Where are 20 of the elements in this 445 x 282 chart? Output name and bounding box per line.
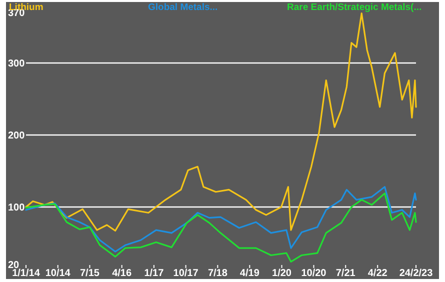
line-series: [25, 192, 417, 263]
x-tick-label: 10/14: [45, 268, 71, 279]
line-series: [25, 12, 417, 232]
y-tick-label: 300: [8, 58, 26, 70]
text: Global Metals...: [148, 2, 218, 13]
x-tick-label: 7/15: [80, 268, 100, 279]
x-tick-label: 4/22: [368, 268, 388, 279]
y-tick-label: 100: [8, 202, 26, 214]
x-tick-label: 4/19: [240, 268, 260, 279]
x-tick-label: 7/21: [336, 268, 356, 279]
x-tick-label: 24/2/23: [399, 268, 434, 279]
y-tick-label: 200: [8, 130, 26, 142]
x-tick-label: 4/16: [112, 268, 132, 279]
x-tick-label: 10/20: [301, 268, 327, 279]
x-tick-label: 7/18: [208, 268, 228, 279]
x-tick-label: 1/20: [272, 268, 292, 279]
x-tick-label: 1/17: [144, 268, 164, 279]
line-series: [25, 186, 417, 252]
text: Rare Earth/Strategic Metals(...: [287, 2, 422, 13]
x-tick-label: 10/17: [173, 268, 199, 279]
